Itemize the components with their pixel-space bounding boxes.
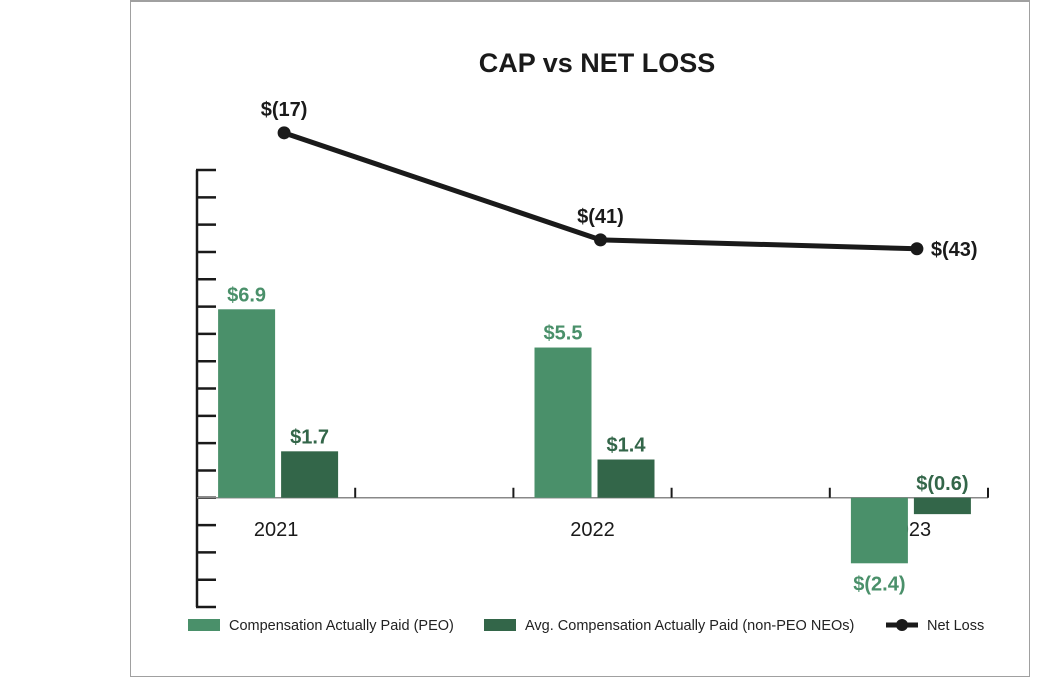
chart-title: CAP vs NET LOSS	[479, 48, 716, 78]
data-label-non-peo: $(0.6)	[916, 473, 968, 495]
legend-marker	[896, 619, 908, 631]
bar-peo	[850, 497, 908, 564]
net-loss-point	[594, 233, 607, 247]
bar-non-peo	[913, 497, 971, 515]
bar-non-peo	[281, 451, 339, 498]
net-loss-line	[283, 130, 917, 252]
data-label-peo: $(2.4)	[853, 573, 905, 595]
data-label-net-loss: $(17)	[261, 99, 308, 121]
data-label-non-peo: $1.7	[290, 426, 329, 448]
bars	[218, 309, 971, 564]
bar-peo	[218, 309, 276, 498]
legend: Compensation Actually Paid (PEO) Avg. Com…	[188, 618, 984, 634]
chart-frame	[130, 0, 1030, 677]
legend-swatch	[188, 619, 220, 631]
bar-non-peo	[597, 459, 655, 498]
net-loss-point	[277, 126, 291, 140]
data-label-net-loss: $(43)	[931, 239, 978, 261]
x-tick-label: 2021	[254, 519, 299, 541]
legend-label: Compensation Actually Paid (PEO)	[229, 618, 454, 634]
bar-peo	[534, 347, 592, 498]
data-label-peo: $5.5	[544, 323, 583, 345]
legend-swatch	[484, 619, 516, 631]
data-label-non-peo: $1.4	[607, 435, 647, 457]
net-loss-point	[910, 242, 924, 256]
x-tick-label: 2022	[570, 519, 615, 541]
data-label-peo: $6.9	[227, 284, 266, 306]
data-label-net-loss: $(41)	[577, 206, 624, 228]
legend-label: Net Loss	[927, 618, 984, 634]
data-labels: $6.9 $5.5 $(2.4) $1.7 $1.4 $(0.6) $(17) $(41) $(…	[227, 99, 977, 595]
net-loss-line-layer	[277, 126, 924, 256]
legend-label: Avg. Compensation Actually Paid (non-PEO…	[525, 618, 854, 634]
